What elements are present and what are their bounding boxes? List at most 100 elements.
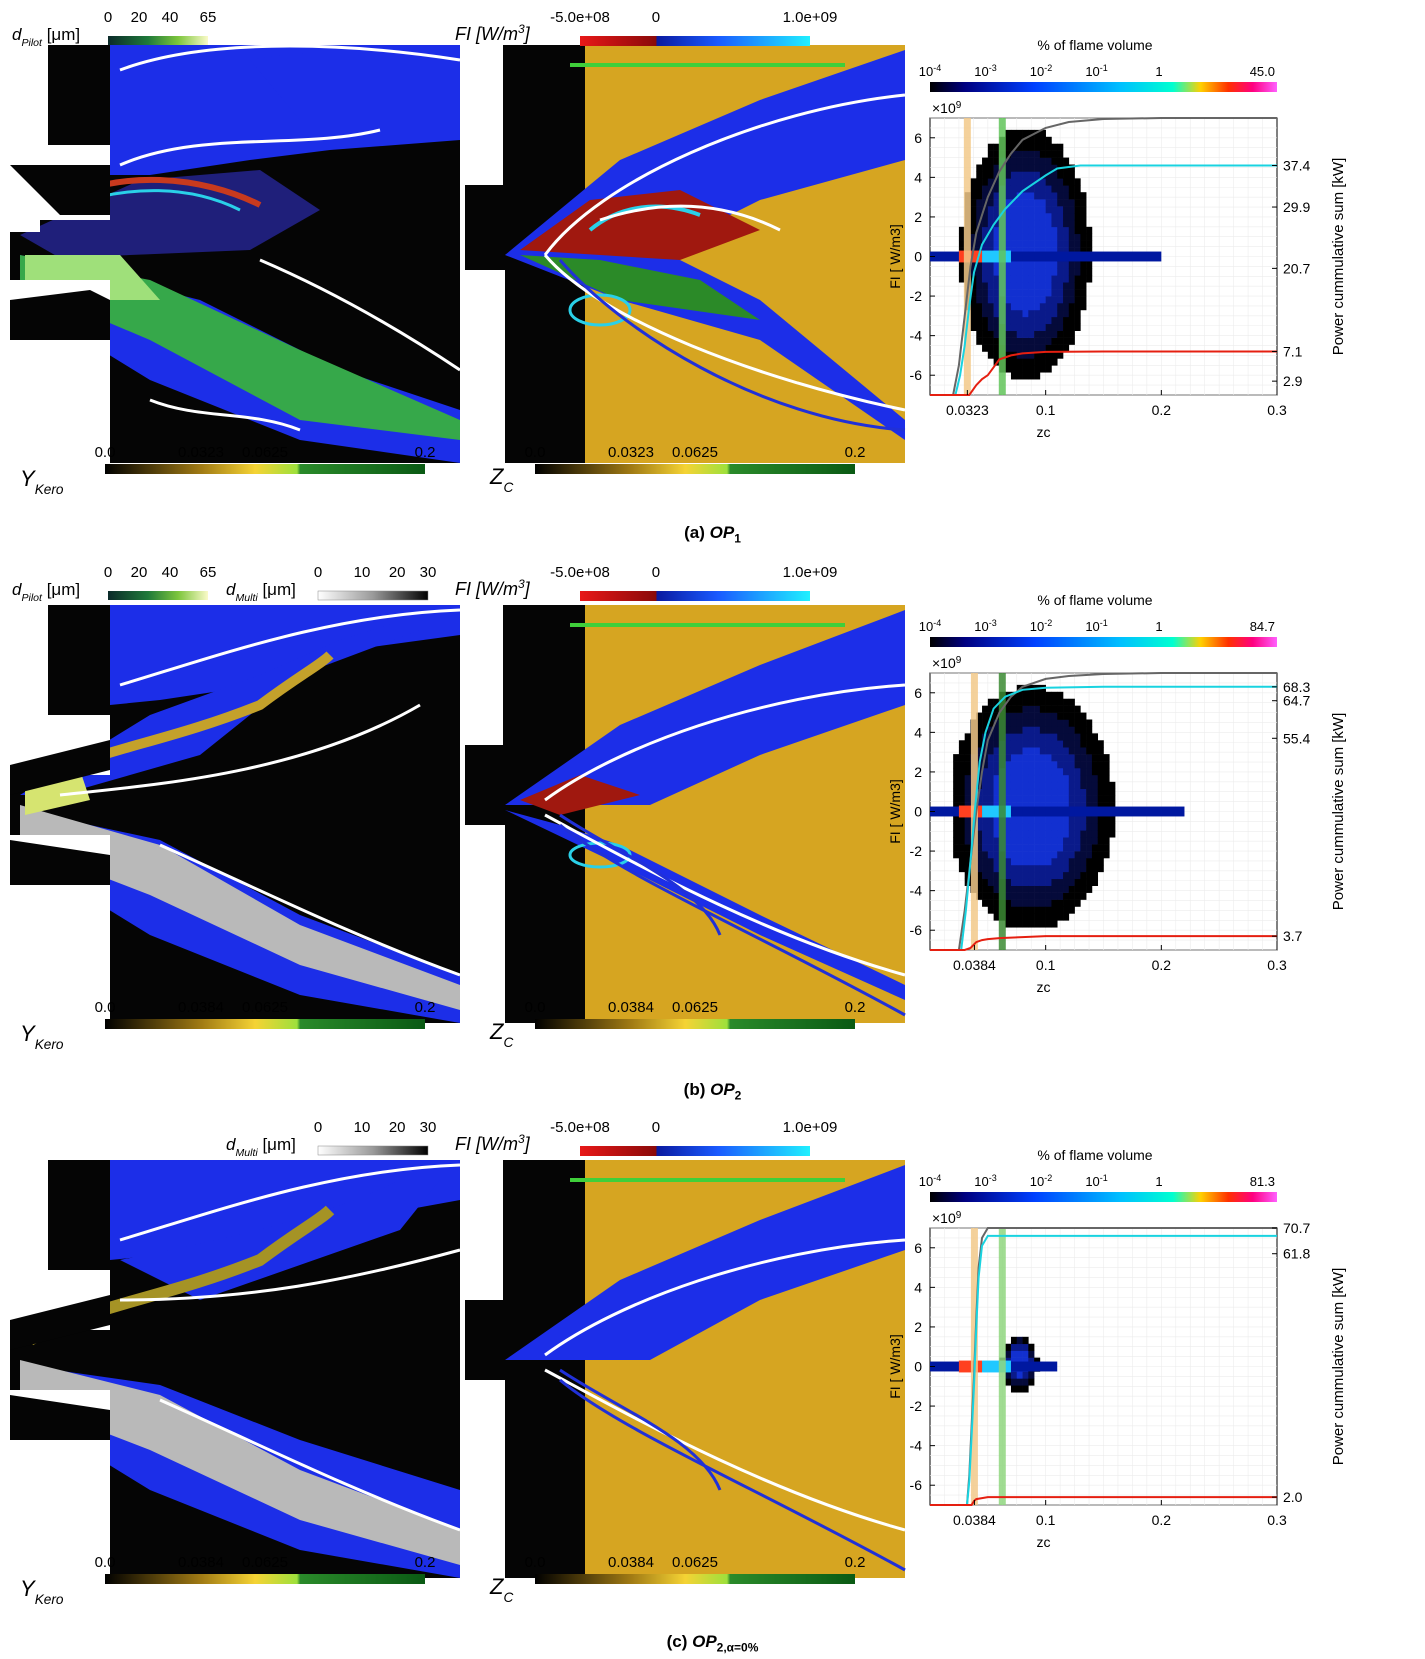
heatmap-cell [1005, 365, 1012, 373]
heatmap-cell [1028, 726, 1035, 734]
heatmap-cell [1028, 261, 1035, 269]
heatmap-cell [1045, 150, 1052, 158]
heatmap-cell [1063, 733, 1070, 741]
heatmap-cell [982, 781, 989, 790]
heatmap-cell [1068, 851, 1075, 859]
heatmap-cell [1016, 802, 1023, 810]
heatmap-cell [1010, 857, 1018, 866]
heatmap-cell [1034, 219, 1041, 228]
heatmap-cell [1086, 851, 1093, 859]
y-tick-label: -4 [910, 1438, 923, 1454]
heatmap-cell [1097, 781, 1104, 790]
spray-field-b [10, 605, 461, 1023]
x-tick-label: 0.2 [1152, 1512, 1172, 1528]
heatmap-cell [1016, 233, 1023, 241]
y-tick-label: 0 [914, 1359, 922, 1375]
heatmap-cell [1063, 171, 1070, 179]
heatmap-cell [987, 330, 994, 338]
heatmap-cell [982, 705, 989, 713]
heatmap-cell [1091, 733, 1099, 741]
heatmap-cell [982, 250, 1011, 263]
heatmap-cell [976, 747, 983, 755]
heatmap-cell [1091, 837, 1099, 845]
heatmap-cell [1005, 747, 1012, 755]
heatmap-cell [1080, 788, 1087, 796]
heatmap-cell [982, 837, 989, 845]
heatmap-cell [1045, 337, 1052, 345]
heatmap-cell [982, 171, 989, 179]
heatmap-cell [1010, 275, 1018, 283]
heatmap-cell [976, 892, 983, 900]
flame-index-field-a [465, 45, 906, 463]
heatmap-cell [993, 282, 1000, 290]
heatmap-cell [1074, 206, 1081, 214]
heatmap-cell [1080, 275, 1087, 283]
heatmap-cell [1045, 289, 1052, 297]
heatmap-cell [1022, 261, 1029, 269]
heatmap-cell [1086, 240, 1093, 248]
heatmap-cell [1057, 747, 1064, 755]
heatmap-cell [1010, 219, 1018, 228]
heatmap-cell [1034, 830, 1041, 838]
heatmap-cell [987, 767, 994, 776]
heatmap-cell [1010, 788, 1018, 796]
heatmap-cell [993, 192, 1000, 200]
heatmap-cell [1028, 358, 1035, 366]
heatmap-cell [1016, 1385, 1023, 1393]
heatmap-cell [1086, 844, 1093, 852]
heatmap-cell [1005, 275, 1012, 283]
heatmap-cell [976, 316, 983, 325]
heatmap-cell [953, 754, 960, 762]
heatmap-cell [1016, 1336, 1023, 1345]
d-multi-tick: 10 [354, 564, 371, 581]
heatmap-cell [976, 323, 983, 331]
heatmap-cell [1039, 226, 1046, 235]
heatmap-cell [958, 268, 965, 276]
heatmap-cell [1086, 233, 1093, 241]
heatmap-cell [1051, 199, 1058, 207]
heatmap-cell [982, 871, 989, 880]
heatmap-cell [993, 164, 1000, 172]
heatmap-cell [1068, 878, 1075, 886]
heatmap-cell [1039, 733, 1046, 741]
right-tick-label: 61.8 [1283, 1246, 1310, 1262]
heatmap-cell [1022, 767, 1029, 776]
heatmap-cell [1010, 365, 1018, 373]
heatmap-cell [1057, 712, 1064, 720]
heatmap-cell [1034, 795, 1041, 803]
heatmap-cell [1068, 233, 1075, 241]
heatmap-cell [1016, 795, 1023, 803]
heatmap-cell [1074, 719, 1081, 727]
heatmap-cell [958, 781, 965, 790]
heatmap-cell [1034, 920, 1041, 928]
heatmap-cell [1063, 344, 1070, 352]
heatmap-cell [1086, 774, 1093, 783]
heatmap-cell [1028, 289, 1035, 297]
heatmap-cell [1057, 344, 1064, 352]
heatmap-cell [993, 816, 1000, 824]
heatmap-cell [993, 767, 1000, 776]
heatmap-cell [1005, 844, 1012, 852]
heatmap-cell [982, 268, 989, 276]
heatmap-cell [1022, 864, 1029, 873]
heatmap-cell [1028, 192, 1035, 200]
heatmap-cell [982, 309, 989, 318]
heatmap-cell [1068, 330, 1075, 338]
heatmap-cell [982, 185, 989, 193]
heatmap-cell [1045, 851, 1052, 859]
heatmap-cell [1034, 185, 1041, 193]
series-line-0 [952, 117, 1277, 396]
heatmap-cell [1005, 316, 1012, 325]
heatmap-cell [1010, 233, 1018, 241]
heatmap-cell [976, 282, 983, 290]
heatmap-cell [1039, 816, 1046, 824]
heatmap-cell [1028, 802, 1035, 810]
heatmap-cell [1034, 136, 1041, 145]
heatmap-cell [1010, 247, 1018, 255]
flame-volume-tick: 10-1 [1085, 618, 1107, 634]
heatmap-cell [1010, 330, 1018, 338]
zc-tick: 0.0384 [608, 999, 654, 1016]
heatmap-cell [1034, 365, 1041, 373]
panel-b [0, 555, 1425, 1095]
heatmap-cell [993, 178, 1000, 186]
